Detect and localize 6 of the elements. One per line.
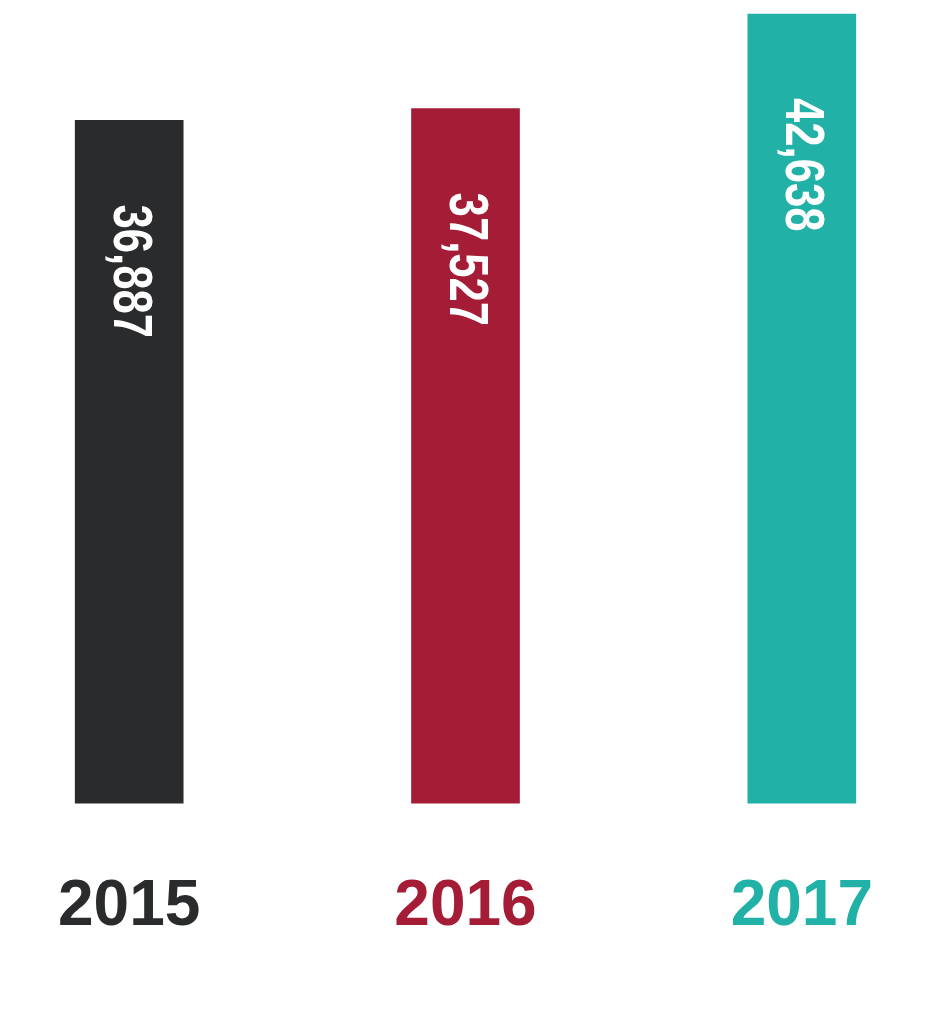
x-tick-label: 2015: [58, 867, 201, 940]
x-tick-label: 2017: [730, 867, 873, 940]
data-label: 36,887: [101, 204, 164, 339]
data-label: 42,638: [774, 98, 837, 232]
data-label: 37,527: [437, 192, 501, 327]
x-tick-label: 2016: [394, 867, 537, 940]
